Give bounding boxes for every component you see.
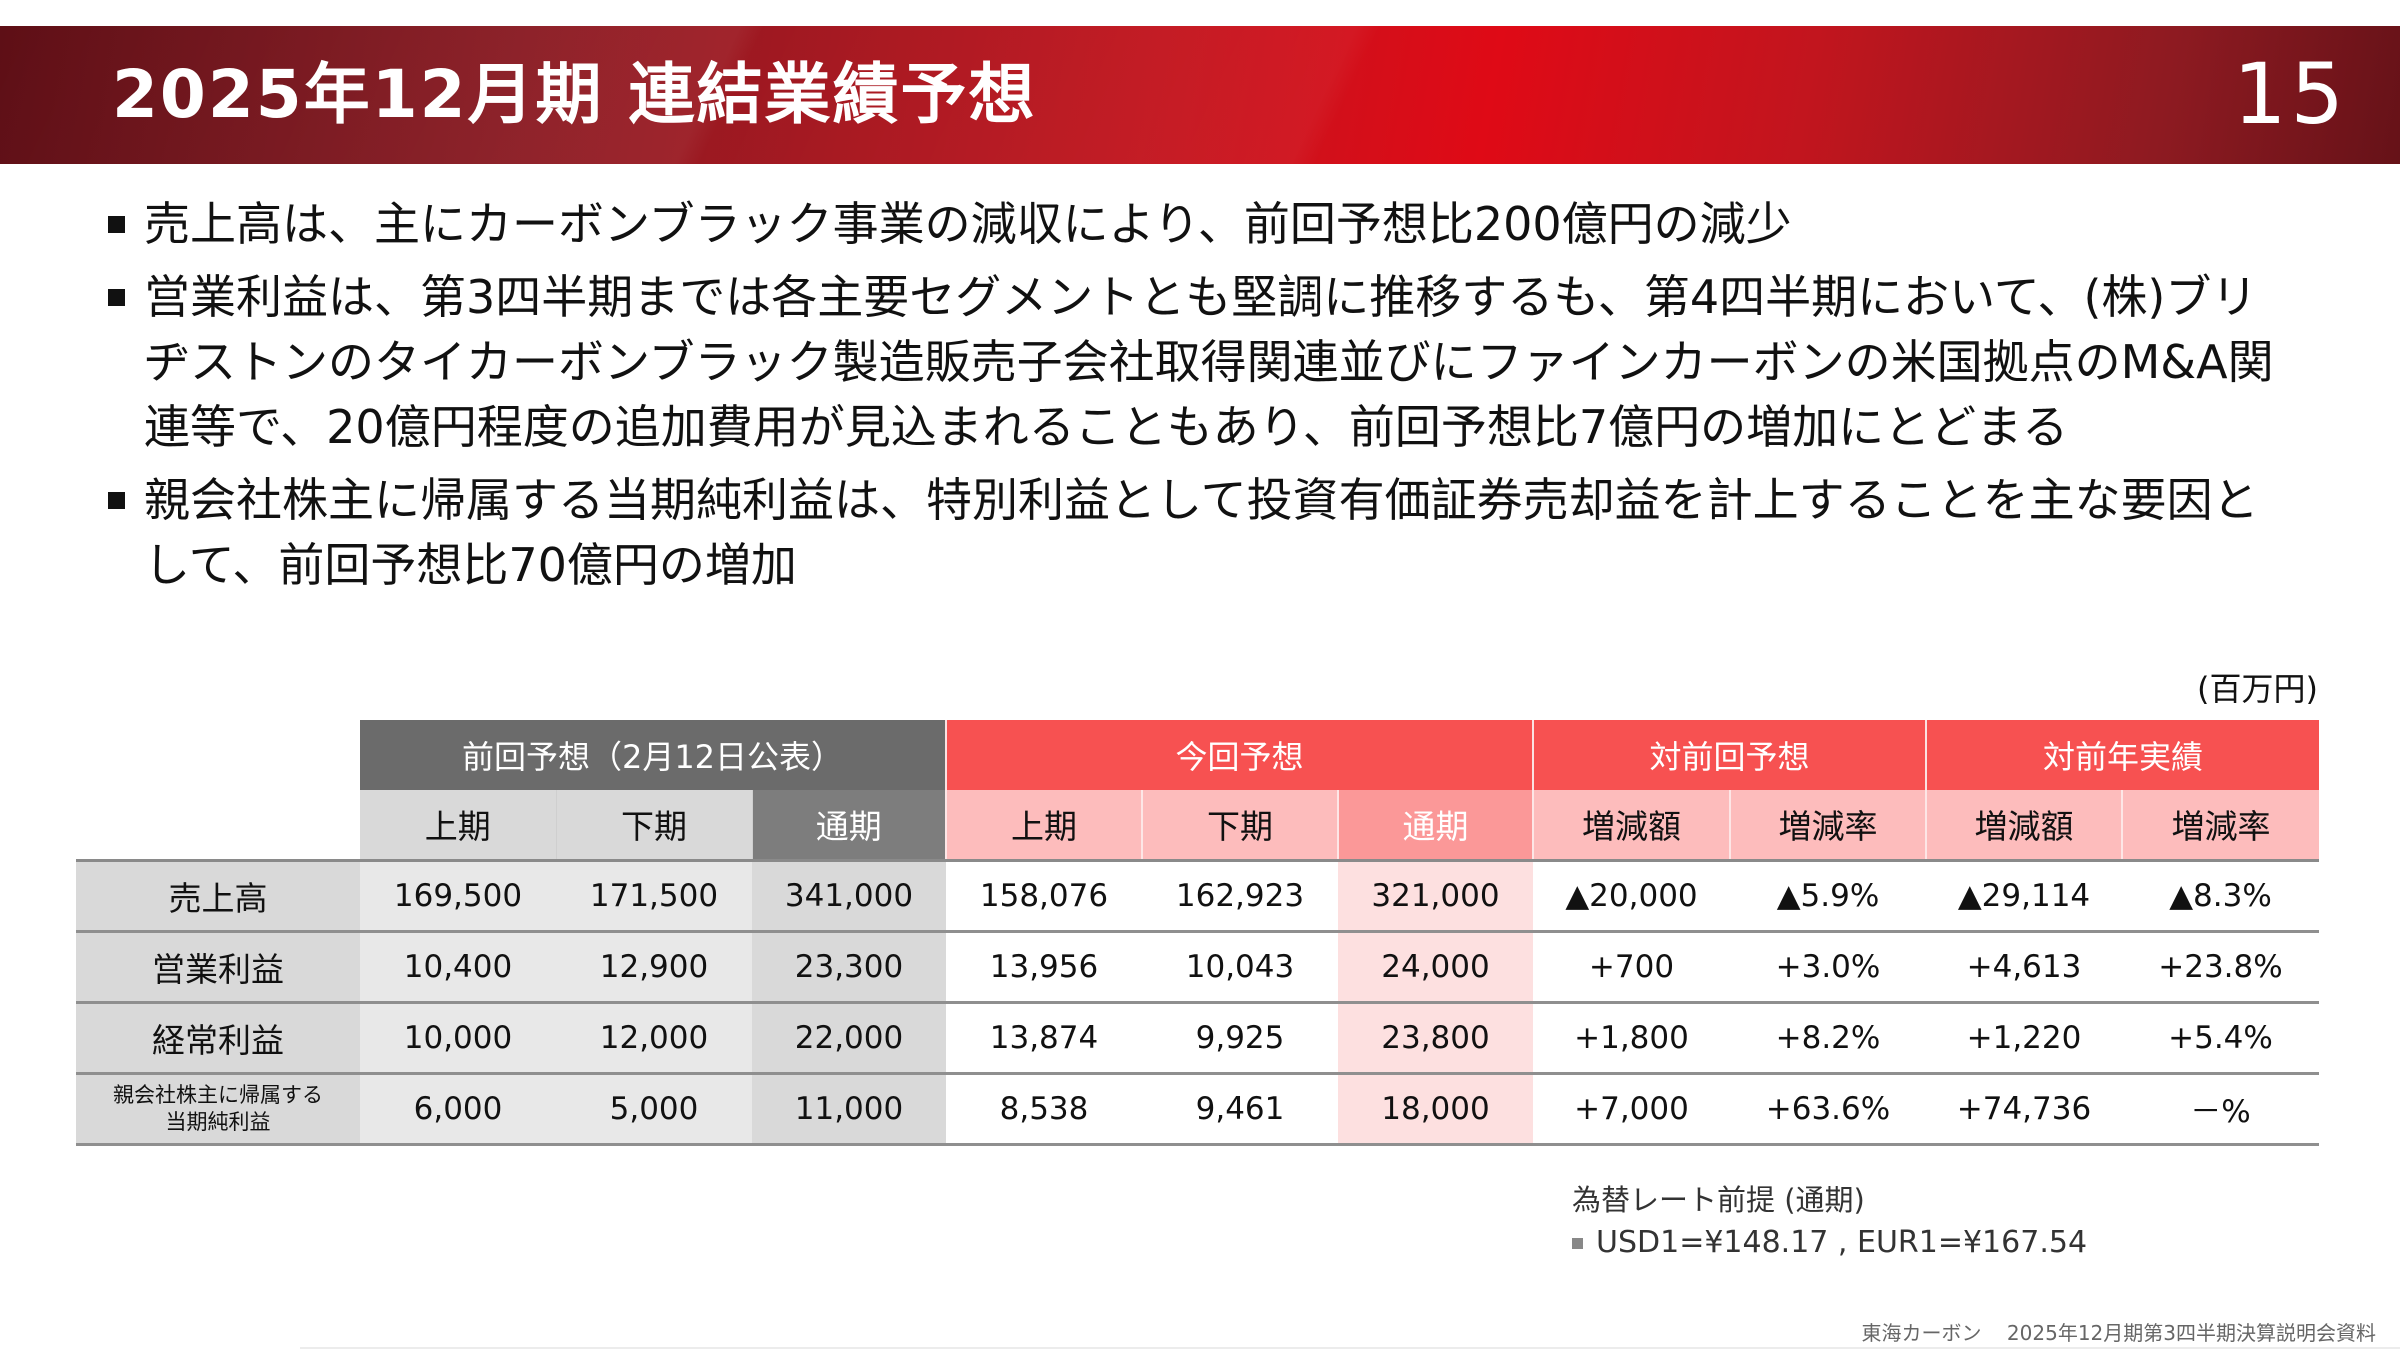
footer-document: 2025年12月期第3四半期決算説明会資料 xyxy=(2006,1321,2376,1345)
row-label: 営業利益 xyxy=(76,931,360,1004)
cell-vy-amount: +74,736 xyxy=(1926,1073,2122,1146)
page-title: 2025年12月期 連結業績予想 xyxy=(112,56,1037,133)
header-current-forecast: 今回予想 xyxy=(945,720,1533,790)
row-label: 親会社株主に帰属する 当期純利益 xyxy=(76,1073,360,1146)
row-label-line2: 当期純利益 xyxy=(165,1109,271,1134)
row-label: 経常利益 xyxy=(76,1002,360,1075)
cell-prev-h1: 10,400 xyxy=(360,931,556,1004)
unit-label: (百万円) xyxy=(2197,670,2318,708)
fx-rates-text: USD1=¥148.17 , EUR1=¥167.54 xyxy=(1596,1225,2088,1260)
bullet-operating-income: 営業利益は、第3四半期までは各主要セグメントとも堅調に推移するも、第4四半期にお… xyxy=(108,265,2288,460)
bullet-square-icon xyxy=(108,492,125,509)
footer: 東海カーボン 2025年12月期第3四半期決算説明会資料 xyxy=(1861,1317,2376,1346)
cell-cur-h2: 10,043 xyxy=(1142,931,1338,1004)
cell-prev-h1: 169,500 xyxy=(360,860,556,933)
cell-vy-amount: +1,220 xyxy=(1926,1002,2122,1075)
cell-prev-h2: 12,000 xyxy=(556,1002,752,1075)
title-bar: 2025年12月期 連結業績予想 15 xyxy=(0,26,2400,164)
cell-prev-full: 22,000 xyxy=(752,1002,946,1075)
table-row-net-income: 親会社株主に帰属する 当期純利益 6,000 5,000 11,000 8,53… xyxy=(76,1073,2319,1146)
header-prev-h1: 上期 xyxy=(360,790,557,862)
table-row-operating-income: 営業利益 10,400 12,900 23,300 13,956 10,043 … xyxy=(76,931,2319,1004)
footer-divider xyxy=(300,1347,2400,1349)
bullet-square-icon xyxy=(1572,1238,1583,1249)
header-vs-previous: 対前回予想 xyxy=(1532,720,1926,790)
cell-cur-h1: 13,956 xyxy=(946,931,1142,1004)
corner-cell xyxy=(76,790,360,862)
cell-vy-amount: +4,613 xyxy=(1926,931,2122,1004)
header-prev-full: 通期 xyxy=(752,790,946,862)
cell-prev-h2: 171,500 xyxy=(556,860,752,933)
bullet-net-income: 親会社株主に帰属する当期純利益は、特別利益として投資有価証券売却益を計上すること… xyxy=(108,468,2288,598)
fx-rates: USD1=¥148.17 , EUR1=¥167.54 xyxy=(1572,1220,2087,1266)
cell-cur-full: 18,000 xyxy=(1338,1073,1533,1146)
cell-vp-amount: +700 xyxy=(1533,931,1730,1004)
header-prev-h2: 下期 xyxy=(556,790,753,862)
cell-vp-rate: ▲5.9% xyxy=(1730,860,1926,933)
table-row-sales: 売上高 169,500 171,500 341,000 158,076 162,… xyxy=(76,860,2319,933)
header-cur-h2: 下期 xyxy=(1141,790,1338,862)
cell-prev-full: 11,000 xyxy=(752,1073,946,1146)
cell-cur-h2: 162,923 xyxy=(1142,860,1338,933)
cell-prev-h1: 10,000 xyxy=(360,1002,556,1075)
cell-vp-rate: +8.2% xyxy=(1730,1002,1926,1075)
cell-vp-amount: +7,000 xyxy=(1533,1073,1730,1146)
bullet-square-icon xyxy=(108,216,125,233)
group-header-row: 前回予想（2月12日公表） 今回予想 対前回予想 対前年実績 xyxy=(76,720,2319,790)
cell-prev-full: 23,300 xyxy=(752,931,946,1004)
cell-vy-rate: +5.4% xyxy=(2122,1002,2319,1075)
header-cur-full: 通期 xyxy=(1337,790,1533,862)
cell-cur-h2: 9,461 xyxy=(1142,1073,1338,1146)
cell-cur-full: 321,000 xyxy=(1338,860,1533,933)
cell-vp-amount: +1,800 xyxy=(1533,1002,1730,1075)
cell-prev-h2: 5,000 xyxy=(556,1073,752,1146)
bullet-text: 売上高は、主にカーボンブラック事業の減収により、前回予想比200億円の減少 xyxy=(144,197,1792,251)
bullet-text: 営業利益は、第3四半期までは各主要セグメントとも堅調に推移するも、第4四半期にお… xyxy=(144,270,2274,454)
cell-prev-full: 341,000 xyxy=(752,860,946,933)
fx-title: 為替レート前提 (通期) xyxy=(1572,1183,1865,1217)
fx-assumptions: 為替レート前提 (通期) USD1=¥148.17 , EUR1=¥167.54 xyxy=(1572,1180,2087,1266)
page-number: 15 xyxy=(2233,45,2348,143)
row-label-line1: 親会社株主に帰属する xyxy=(113,1082,323,1107)
header-vy-amount: 増減額 xyxy=(1925,790,2122,862)
bullet-square-icon xyxy=(108,289,125,306)
header-vp-amount: 増減額 xyxy=(1532,790,1730,862)
cell-vy-rate: +23.8% xyxy=(2122,931,2319,1004)
header-vp-rate: 増減率 xyxy=(1729,790,1926,862)
cell-prev-h1: 6,000 xyxy=(360,1073,556,1146)
cell-vp-rate: +63.6% xyxy=(1730,1073,1926,1146)
forecast-table: 前回予想（2月12日公表） 今回予想 対前回予想 対前年実績 上期 下期 通期 … xyxy=(76,720,2319,1146)
cell-vp-amount: ▲20,000 xyxy=(1533,860,1730,933)
sub-header-row: 上期 下期 通期 上期 下期 通期 増減額 増減率 増減額 増減率 xyxy=(76,790,2319,862)
cell-cur-h1: 8,538 xyxy=(946,1073,1142,1146)
table-row-ordinary-income: 経常利益 10,000 12,000 22,000 13,874 9,925 2… xyxy=(76,1002,2319,1075)
corner-cell xyxy=(76,720,360,790)
cell-cur-full: 23,800 xyxy=(1338,1002,1533,1075)
cell-vy-rate: ▲8.3% xyxy=(2122,860,2319,933)
bullet-sales: 売上高は、主にカーボンブラック事業の減収により、前回予想比200億円の減少 xyxy=(108,192,2288,257)
cell-cur-h1: 158,076 xyxy=(946,860,1142,933)
header-previous-forecast: 前回予想（2月12日公表） xyxy=(360,720,946,790)
row-label: 売上高 xyxy=(76,860,360,933)
header-vy-rate: 増減率 xyxy=(2121,790,2319,862)
cell-prev-h2: 12,900 xyxy=(556,931,752,1004)
cell-vy-amount: ▲29,114 xyxy=(1926,860,2122,933)
cell-vp-rate: +3.0% xyxy=(1730,931,1926,1004)
cell-cur-h2: 9,925 xyxy=(1142,1002,1338,1075)
footer-company: 東海カーボン xyxy=(1861,1321,1982,1345)
summary-bullets: 売上高は、主にカーボンブラック事業の減収により、前回予想比200億円の減少 営業… xyxy=(108,192,2288,606)
header-vs-prior-year: 対前年実績 xyxy=(1925,720,2319,790)
bullet-text: 親会社株主に帰属する当期純利益は、特別利益として投資有価証券売却益を計上すること… xyxy=(144,473,2259,592)
header-cur-h1: 上期 xyxy=(945,790,1142,862)
cell-cur-h1: 13,874 xyxy=(946,1002,1142,1075)
cell-cur-full: 24,000 xyxy=(1338,931,1533,1004)
cell-vy-rate: －% xyxy=(2122,1073,2319,1146)
